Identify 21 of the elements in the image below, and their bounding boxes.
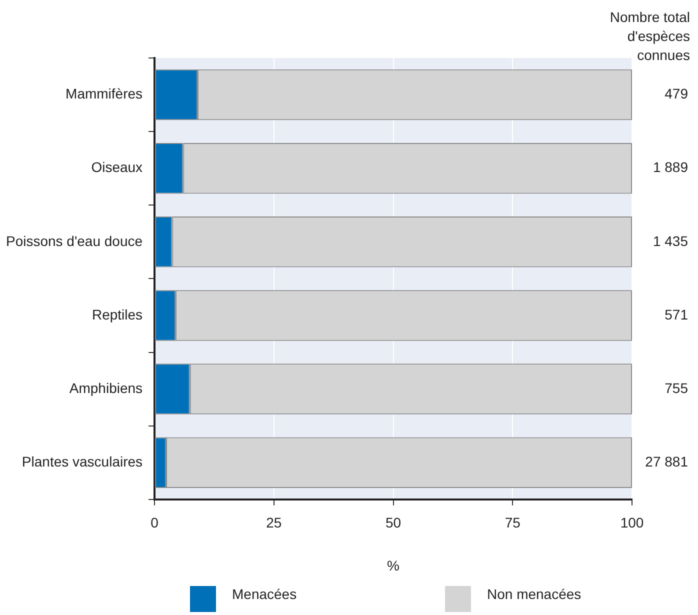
x-tick-label: 75 (504, 514, 521, 531)
text: 479 (664, 86, 688, 102)
legend-label: Non menacées (487, 586, 582, 602)
x-axis-title: % (387, 557, 400, 574)
y-tick-label: Mammifères (66, 86, 143, 102)
x-tick-label: 25 (266, 514, 282, 531)
y-tick-label: Plantes vasculaires (22, 453, 143, 470)
x-tick-label: 100 (620, 514, 644, 531)
text: 1 435 (652, 232, 688, 249)
text: 755 (664, 380, 688, 396)
text: 27 881 (645, 453, 688, 470)
x-tick-label: 50 (385, 514, 402, 531)
legend-label: Menacées (232, 586, 297, 602)
text: 571 (664, 306, 688, 322)
text: 1 889 (652, 159, 688, 176)
annotation: Nombre total d'espèces connues (610, 8, 690, 63)
y-tick-label: Oiseaux (91, 159, 143, 176)
x-tick-label: 0 (150, 514, 159, 531)
y-tick-label: Amphibiens (69, 380, 143, 396)
y-tick-label: Poissons d'eau douce (6, 232, 143, 249)
y-tick-label: Reptiles (92, 306, 143, 322)
